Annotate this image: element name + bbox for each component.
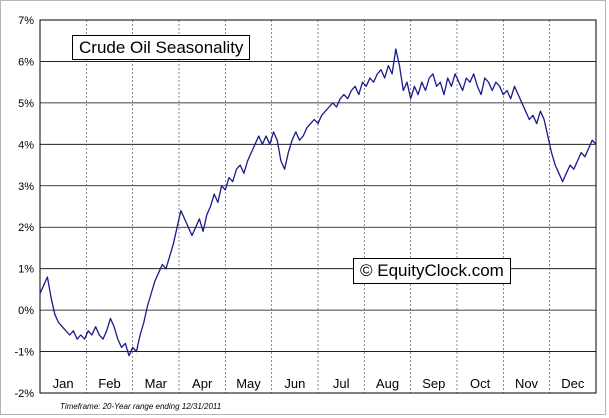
y-axis-labels: -2% -1% 0% 1% 2% 3% 4% 5% 6% 7% [14,15,34,400]
plot-border [39,19,597,394]
month-label: Sep [422,376,445,391]
y-tick-label: 0% [18,305,34,317]
y-tick-label: 4% [18,139,34,151]
month-label: Jul [333,376,350,391]
y-tick-label: 6% [18,56,34,68]
grid [40,20,596,393]
x-axis-labels: Jan Feb Mar Apr May Jun Jul Aug Sep Oct Nov Dec [53,376,585,391]
month-label: Jun [284,376,305,391]
y-tick-label: 5% [18,98,34,110]
month-label: Apr [192,376,213,391]
month-label: Mar [145,376,168,391]
y-tick-label: 2% [18,222,34,234]
month-label: Jan [53,376,74,391]
y-tick-label: 3% [18,181,34,193]
y-tick-label: -1% [14,347,34,359]
month-label: Oct [470,376,491,391]
month-label: Feb [98,376,120,391]
timeframe-footnote: Timeframe: 20-Year range ending 12/31/20… [60,402,222,411]
month-label: May [236,376,261,391]
y-tick-label: 7% [18,15,34,27]
month-label: Aug [376,376,399,391]
copyright-watermark: © EquityClock.com [353,258,511,284]
month-label: Nov [515,376,539,391]
chart-title: Crude Oil Seasonality [72,35,251,60]
y-tick-label: -2% [14,388,34,400]
month-label: Dec [561,376,585,391]
y-tick-label: 1% [18,264,34,276]
seasonality-line [39,48,597,357]
